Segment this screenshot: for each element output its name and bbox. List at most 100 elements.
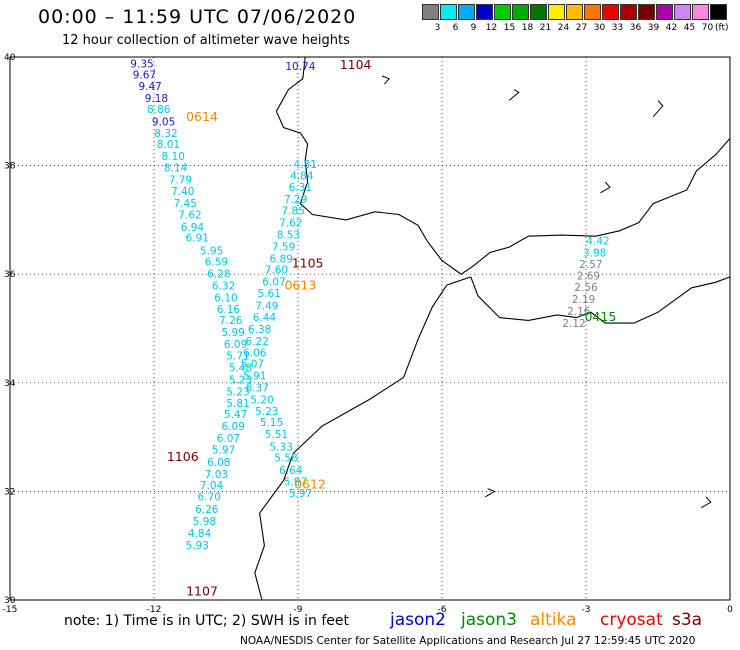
swh-value: 6.22 [246,336,269,348]
swh-value: 2.19 [572,294,595,306]
swh-value: 8.86 [147,104,171,116]
swh-value: 7.40 [171,186,194,198]
legend-label: 9 [470,23,477,33]
swh-value: 7.49 [255,300,278,312]
swh-value: 9.47 [138,81,161,93]
credit-line: NOAA/NESDIS Center for Satellite Applica… [240,635,696,647]
legend-swatch [440,4,457,20]
legend-swatch [476,4,493,20]
swh-value: 5.97 [212,444,235,456]
legend-swatch [620,4,637,20]
lon-tick-label: -3 [582,605,591,615]
swh-value: 6.89 [270,253,293,265]
legend-swatch [530,4,547,20]
swh-value: 7.59 [272,241,295,253]
lat-tick-label: 34 [4,379,16,389]
coastline-islet [600,181,611,194]
track-time: 1107 [186,584,218,599]
swh-value: 5.07 [241,359,264,371]
swh-value: 6.06 [243,348,267,360]
legend-swatch [458,4,475,20]
swh-value: 6.32 [212,280,235,292]
swh-value: 9.05 [152,116,175,128]
legend-label: 33 [611,23,624,33]
legend-label: 12 [485,23,498,33]
lon-tick-label: 0 [727,605,733,615]
swh-value: 7.62 [279,217,302,229]
legend-label: 45 [683,23,696,33]
swh-value: 5.23 [255,406,278,418]
lat-tick-label: 38 [4,162,16,172]
swh-value: 6.70 [198,492,221,504]
swh-value: 6.37 [246,382,269,394]
legend-label: 30 [593,23,606,33]
wave-height-labels: 9.359.679.479.188.869.058.328.018.108.14… [130,58,609,552]
swh-value: 5.51 [265,429,288,441]
swh-value: 6.59 [205,257,228,269]
map-title: 00:00 – 11:59 UTC 07/06/2020 [38,6,357,28]
track-time: 1106 [167,449,199,464]
legend-label: 39 [647,23,660,33]
swh-value: 5.33 [270,442,293,454]
swh-value: 2.56 [574,282,598,294]
swh-value: 6.09 [224,339,247,351]
swh-value: 7.60 [265,265,288,277]
legend-label: 24 [557,23,570,33]
swh-value: 5.48 [229,362,252,374]
swh-value: 5.23 [226,386,249,398]
legend-swatch [494,4,511,20]
sat-legend-jason2: jason2 [390,610,446,630]
swh-value: 6.09 [222,421,245,433]
legend-label: 3 [434,23,441,33]
swh-value: 7.62 [178,209,201,221]
swh-value: 7.26 [219,315,243,327]
legend-label: 42 [665,23,678,33]
map-grid [10,57,730,600]
swh-value: 7.04 [200,480,224,492]
swh-value: 8.10 [162,151,185,163]
swh-value: 8.32 [154,128,177,140]
lat-tick-label: 36 [4,270,16,280]
swh-value: 5.95 [200,246,223,258]
track-time: 1105 [292,256,324,271]
legend-label: 15 [503,23,516,33]
swh-value: 6.64 [279,465,303,477]
swh-value: 10.74 [285,61,315,73]
coastline-islet [381,75,391,85]
coastline-islet [508,89,520,101]
coastline-islet [652,100,664,118]
lon-tick-label: -6 [438,605,447,615]
legend-unit: (ft) [715,23,729,33]
lon-tick-label: -12 [147,605,162,615]
swh-value: 6.28 [207,268,230,280]
coastline-iberia [275,56,731,275]
swh-value: 5.97 [289,488,312,500]
map-frame [9,56,731,601]
swh-value: 5.81 [226,398,249,410]
legend-label: 36 [629,23,642,33]
legend-swatch [512,4,529,20]
legend-swatch [656,4,673,20]
lat-tick-label: 30 [4,596,16,606]
swh-value: 8.01 [157,139,180,151]
legend-swatch [692,4,709,20]
swh-value: 7.45 [174,198,197,210]
swh-value: 6.26 [195,504,219,516]
swh-value: 2.69 [577,271,600,283]
swh-value: 5.61 [258,288,281,300]
swh-value: 5.58 [274,453,297,465]
track-time: 0612 [294,477,326,492]
swh-value: 5.47 [224,409,247,421]
swh-value: 6.07 [262,277,285,289]
axis-ticks: -15 -12 -9 -6 -3 0 40 38 36 34 32 30 [3,53,733,615]
swh-value: 5.97 [284,476,307,488]
swh-value: 6.16 [217,304,241,316]
swh-value: 6.10 [214,292,237,304]
sat-legend-cryosat: cryosat [600,610,663,630]
legend-swatch [422,4,439,20]
swh-value: 7.29 [284,194,307,206]
swh-value: 5.98 [193,516,216,528]
swh-value: 9.18 [145,93,168,105]
swh-value: 5.23 [229,374,252,386]
